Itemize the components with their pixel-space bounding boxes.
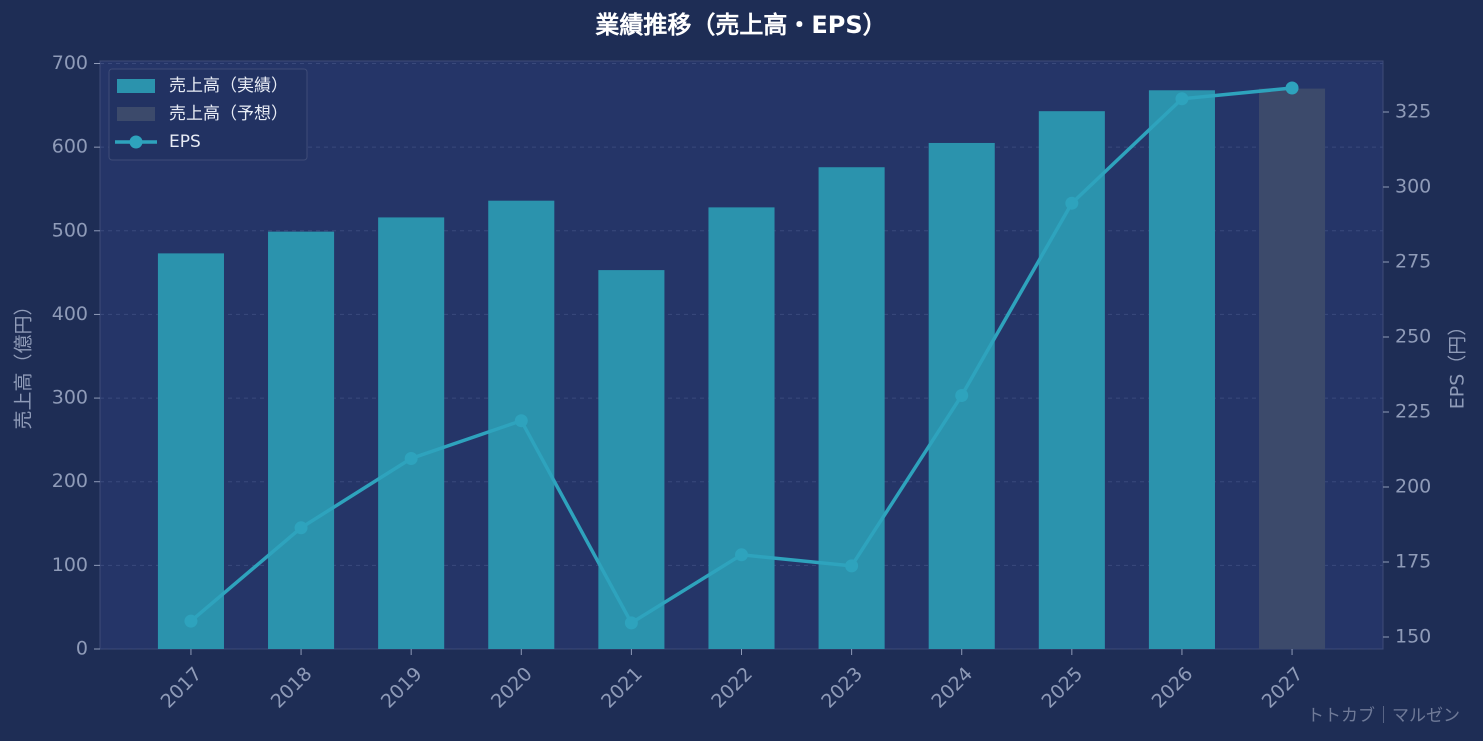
legend-swatch <box>117 79 155 93</box>
y2-tick-label: 175 <box>1395 551 1431 573</box>
y2-tick-label: 200 <box>1395 476 1431 498</box>
y2-tick-label: 300 <box>1395 176 1431 198</box>
y-tick-label: 700 <box>52 52 88 74</box>
y-axis-label: 売上高（億円） <box>13 296 35 429</box>
bar <box>378 217 445 649</box>
marker <box>1285 81 1299 95</box>
bar <box>1259 88 1326 650</box>
bar <box>157 253 224 649</box>
y2-tick-label: 325 <box>1395 101 1431 123</box>
y-tick-label: 100 <box>52 554 88 576</box>
bar <box>1038 111 1105 649</box>
y2-tick-label: 275 <box>1395 251 1431 273</box>
legend-swatch <box>117 107 155 121</box>
marker <box>735 548 748 562</box>
marker <box>404 452 418 465</box>
marker <box>184 614 198 628</box>
bar <box>268 231 335 650</box>
marker <box>514 414 528 428</box>
y2-tick-label: 150 <box>1395 626 1431 648</box>
legend-box <box>108 68 308 161</box>
bar <box>708 207 775 650</box>
chart-title: 業績推移（売上高・EPS） <box>595 11 886 39</box>
legend-marker <box>129 135 143 149</box>
y-tick-label: 200 <box>52 470 88 492</box>
y-tick-label: 300 <box>52 387 88 409</box>
legend-label: EPS <box>169 132 201 152</box>
bar <box>818 167 885 650</box>
bar <box>1148 90 1215 649</box>
y2-tick-label: 250 <box>1395 326 1431 348</box>
y-tick-label: 400 <box>52 303 88 325</box>
y2-tick-label: 225 <box>1395 401 1431 423</box>
marker <box>955 389 969 402</box>
legend-label: 売上高（予想） <box>169 104 288 124</box>
y-tick-label: 0 <box>76 638 88 660</box>
bar <box>598 270 665 649</box>
y-tick-label: 500 <box>52 219 88 241</box>
legend-label: 売上高（実績） <box>169 76 288 96</box>
marker <box>294 521 308 535</box>
marker <box>1175 92 1189 106</box>
y2-axis-label: EPS（円） <box>1447 317 1469 410</box>
marker <box>1065 196 1079 210</box>
marker <box>624 616 638 630</box>
watermark: トトカブ｜マルゼン <box>1307 705 1460 726</box>
y-tick-label: 600 <box>52 136 88 158</box>
legend: 売上高（実績） 売上高（予想） EPS <box>108 68 308 161</box>
marker <box>845 559 859 573</box>
